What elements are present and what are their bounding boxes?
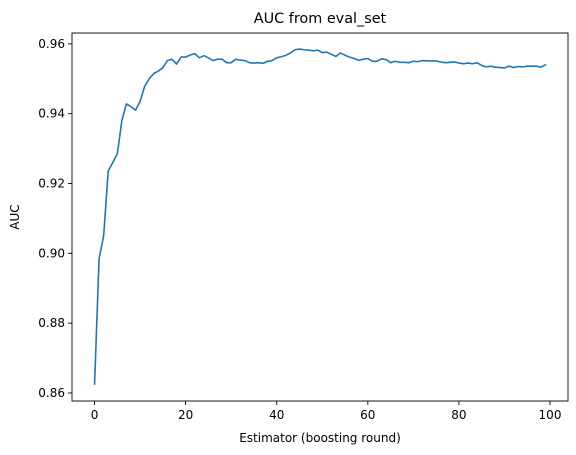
y-tick-label: 0.88 <box>38 316 65 330</box>
y-tick-label: 0.96 <box>38 37 65 51</box>
x-tick-label: 40 <box>269 408 284 422</box>
x-tick-label: 100 <box>539 408 562 422</box>
chart-title: AUC from eval_set <box>254 11 387 27</box>
y-axis-label: AUC <box>8 204 22 229</box>
y-tick-label: 0.92 <box>38 176 65 190</box>
y-axis-ticks: 0.86 0.88 0.90 0.92 0.94 0.96 <box>38 37 72 400</box>
plot-area <box>93 48 547 386</box>
x-tick-label: 0 <box>91 408 99 422</box>
y-tick-label: 0.86 <box>38 386 65 400</box>
x-axis-label: Estimator (boosting round) <box>239 431 401 445</box>
x-tick-label: 20 <box>178 408 193 422</box>
axes-frame <box>71 32 569 402</box>
y-tick-label: 0.90 <box>38 246 65 260</box>
x-tick-label: 60 <box>360 408 375 422</box>
x-axis-ticks: 0 20 40 60 80 100 <box>91 401 562 422</box>
x-tick-label: 80 <box>451 408 466 422</box>
y-tick-label: 0.94 <box>38 107 65 121</box>
series-line-auc <box>93 48 547 386</box>
